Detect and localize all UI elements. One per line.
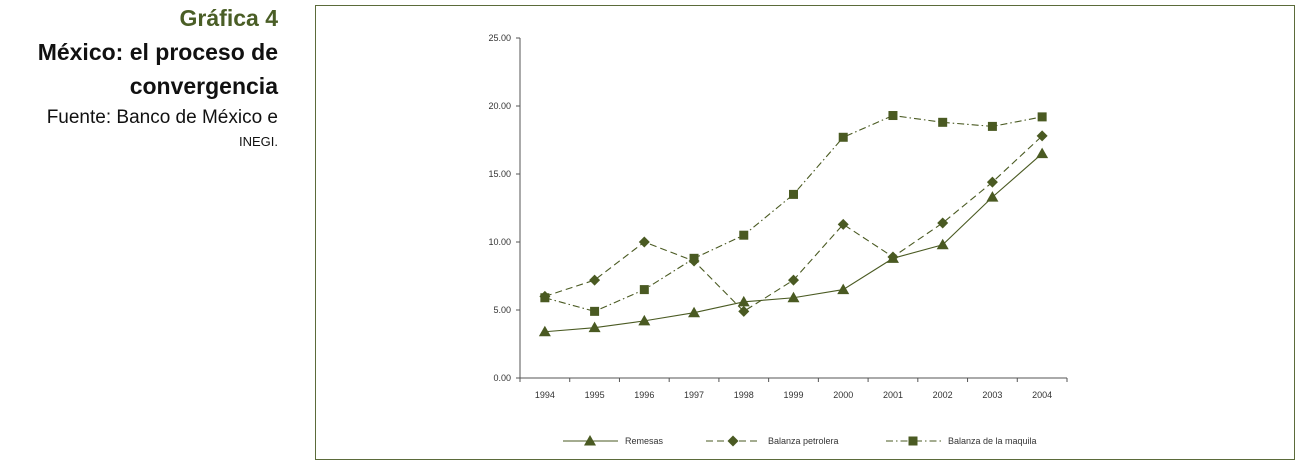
series-2-point — [986, 176, 998, 188]
series-3-point — [987, 121, 997, 131]
series-line-1 — [544, 153, 1043, 333]
legend-label-3: Balanza de la maquila — [948, 436, 1037, 446]
series-2-point — [788, 274, 799, 286]
series-1-point — [688, 306, 701, 318]
series-3-point — [888, 111, 898, 121]
series-2-point — [638, 236, 650, 248]
series-line-3 — [544, 114, 1043, 312]
figure-caption: Gráfica 4 México: el proceso de converge… — [0, 4, 278, 153]
x-tick-label: 1995 — [585, 390, 605, 400]
series-3-point — [540, 293, 550, 303]
series-3-point — [689, 253, 699, 263]
y-tick-label: 10.00 — [488, 237, 511, 247]
x-tick-label: 2000 — [833, 390, 853, 400]
series-2-point — [887, 251, 899, 263]
x-tick-label: 1997 — [684, 390, 704, 400]
figure-number: Gráfica 4 — [179, 5, 278, 31]
series-2-point — [589, 274, 601, 286]
series-1-point — [837, 283, 850, 295]
x-tick-label: 2004 — [1032, 390, 1052, 400]
x-tick-label: 1999 — [783, 390, 803, 400]
x-tick-label: 1996 — [634, 390, 654, 400]
series-1-point — [638, 314, 651, 326]
series-3-point — [938, 117, 948, 127]
legend-marker-1 — [584, 435, 596, 446]
series-1-point — [986, 191, 999, 202]
figure-source: Fuente: Banco de México e — [46, 107, 278, 128]
legend-label-2: Balanza petrolera — [768, 436, 839, 446]
series-3-point — [590, 306, 600, 316]
y-tick-label: 20.00 — [488, 101, 511, 111]
y-tick-label: 15.00 — [488, 169, 511, 179]
series-1-point — [936, 238, 949, 250]
series-1-point — [538, 325, 551, 337]
figure-title-line-2: convergencia — [129, 73, 278, 99]
y-tick-label: 25.00 — [488, 33, 511, 43]
line-chart: 0.00 5.00 10.00 15.00 20.00 25.00 1994 1995 1996… — [488, 33, 1068, 447]
chart-frame: 0.00 5.00 10.00 15.00 20.00 25.00 1994 1995 1996… — [315, 5, 1295, 460]
series-1-point — [737, 295, 750, 307]
figure-source-continued: INEGI. — [238, 134, 278, 149]
x-tick-label: 2002 — [933, 390, 953, 400]
legend-marker-3 — [908, 436, 918, 446]
y-tick-label: 5.00 — [493, 305, 511, 315]
legend-marker-2 — [727, 435, 739, 447]
series-3-point — [838, 132, 848, 142]
figure-title: México: el proceso de convergencia — [0, 35, 278, 103]
x-tick-label: 2001 — [883, 390, 903, 400]
x-tick-label: 1998 — [734, 390, 754, 400]
series-3-point — [1037, 112, 1047, 122]
legend-label-1: Remesas — [625, 436, 664, 446]
series-2-point — [1036, 130, 1048, 142]
series-2-point — [837, 218, 849, 230]
series-1-point — [1036, 147, 1049, 159]
x-tick-label: 2003 — [982, 390, 1002, 400]
figure-title-line-1: México: el proceso de — [37, 39, 278, 65]
series-3-point — [789, 189, 798, 199]
series-1-point — [588, 321, 601, 333]
series-3-point — [639, 285, 649, 295]
series-2-point — [738, 305, 750, 317]
series-3-point — [739, 230, 749, 240]
x-tick-label: 1994 — [535, 390, 555, 400]
series-2-point — [937, 217, 949, 229]
series-1-point — [787, 291, 800, 303]
y-tick-label: 0.00 — [493, 373, 511, 383]
